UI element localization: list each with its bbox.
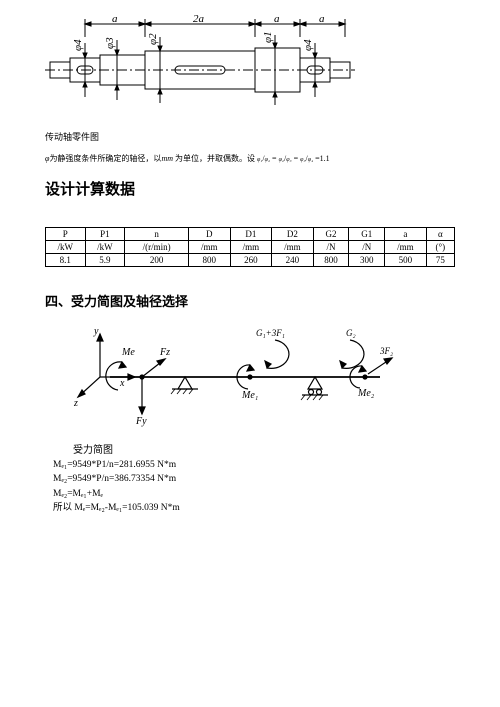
shaft-caption: 传动轴零件图: [45, 130, 455, 143]
diam-1: φ1: [262, 31, 274, 43]
force-diagram: y x z Me Fz Fy Me₁ Me₂ G₁+3F₁ G₂ 3F₂: [45, 318, 455, 441]
shaft-drawing: a 2a a a φ4 φ3 φ2 φ1 φ4: [45, 10, 455, 126]
diam-3: φ3: [104, 37, 116, 49]
calc-line: Mₑ₂=9549*P/n=386.73354 N*m: [53, 472, 455, 486]
shaft-note: φ为静强度条件所确定的轴径，以mm 为单位，并取偶数。设 φ₁/φ₂ = φ₂/…: [45, 153, 455, 164]
dim-a3: a: [319, 15, 325, 25]
data-table: P P1 n D D1 D2 G2 G1 a α /kW /kW /(r/min…: [45, 227, 455, 267]
label-g1f1: G₁+3F₁: [256, 328, 285, 338]
label-3f2: 3F₂: [379, 346, 393, 356]
calc-block: Mₑ₁=9549*P1/n=281.6955 N*m Mₑ₂=9549*P/n=…: [53, 458, 455, 515]
calc-line: Mₑ₁=9549*P1/n=281.6955 N*m: [53, 458, 455, 472]
force-caption: 受力简图: [73, 441, 455, 456]
axis-y: y: [93, 326, 99, 337]
label-me1: Me₁: [241, 390, 258, 401]
table-row: P P1 n D D1 D2 G2 G1 a α: [46, 228, 455, 241]
axis-x: x: [119, 378, 125, 389]
label-me: Me: [121, 347, 135, 358]
label-fz: Fz: [159, 347, 170, 358]
dim-a1: a: [112, 15, 118, 25]
label-me2: Me₂: [357, 388, 375, 399]
diam-2: φ2: [147, 33, 159, 45]
table-row: 8.1 5.9 200 800 260 240 800 300 500 75: [46, 254, 455, 267]
calc-line: 所以 Mₑ=Mₑ₂-Mₑ₁=105.039 N*m: [53, 501, 455, 515]
dim-a2: a: [274, 15, 280, 25]
section-calc-data: 设计计算数据: [45, 178, 455, 199]
diam-4l: φ4: [72, 39, 84, 51]
calc-line: Mₑ₂=Mₑ₁+Mₑ: [53, 487, 455, 501]
label-g2: G₂: [346, 328, 356, 338]
dim-2a: 2a: [193, 15, 205, 25]
section-force: 四、受力简图及轴径选择: [45, 291, 455, 310]
diam-4r: φ4: [302, 39, 314, 51]
axis-z: z: [73, 398, 78, 409]
label-fy: Fy: [135, 416, 147, 427]
table-row: /kW /kW /(r/min) /mm /mm /mm /N /N /mm (…: [46, 241, 455, 254]
